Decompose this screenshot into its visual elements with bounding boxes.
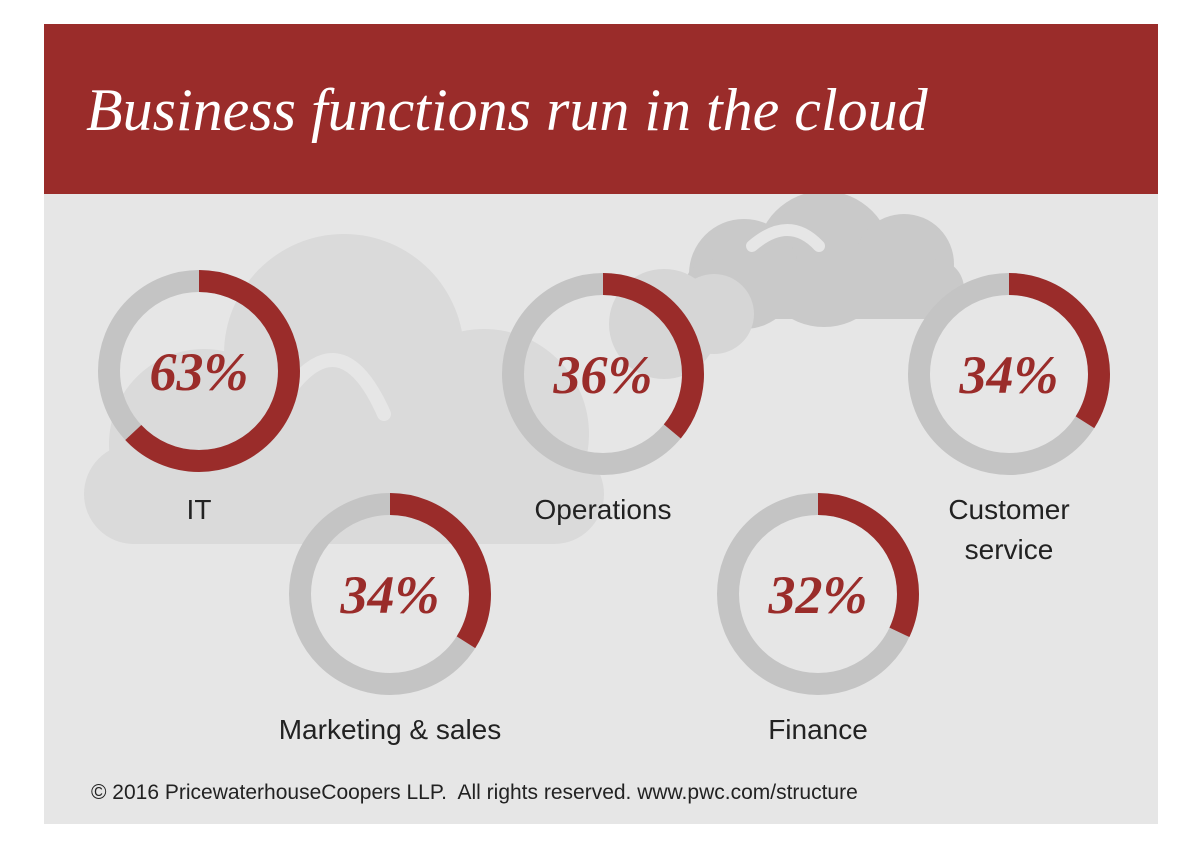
donut-value-label-operations: 36% <box>553 345 653 405</box>
donut-it: 63% <box>98 270 300 472</box>
donut-value-label-marketing-sales: 34% <box>340 565 440 625</box>
donut-rings: 63% 36% 34% 34% 32% <box>98 270 1110 695</box>
copyright-footer: © 2016 PricewaterhouseCoopers LLP. All r… <box>91 781 858 804</box>
donut-customer-service: 34% <box>908 273 1110 475</box>
donut-value-label-customer-service: 34% <box>959 345 1059 405</box>
donut-marketing-sales: 34% <box>289 493 491 695</box>
cloud-arc-left <box>287 353 391 421</box>
category-label-customer-service: Customer service <box>948 494 1070 565</box>
donut-finance: 32% <box>717 493 919 695</box>
donut-operations: 36% <box>502 273 704 475</box>
donut-value-label-it: 63% <box>150 342 249 402</box>
infographic-card: Business functions run in the cloud 63% 3… <box>44 24 1158 824</box>
title-banner: Business functions run in the cloud <box>44 24 1158 194</box>
donut-value-arc-operations <box>502 273 704 475</box>
category-label-it: IT <box>186 494 212 525</box>
category-label-operations: Operations <box>534 494 672 525</box>
category-label-finance: Finance <box>768 714 868 745</box>
infographic-title: Business functions run in the cloud <box>86 77 928 143</box>
donut-value-arc-marketing-sales <box>289 493 491 695</box>
donut-value-arc-it <box>98 270 300 472</box>
donut-value-label-finance: 32% <box>768 565 868 625</box>
cloud-arc-top <box>746 224 825 252</box>
cloud-shape-top <box>684 191 964 329</box>
category-label-marketing-sales: Marketing & sales <box>278 714 502 745</box>
donut-value-arc-customer-service <box>908 273 1110 475</box>
donut-value-arc-finance <box>717 493 919 695</box>
